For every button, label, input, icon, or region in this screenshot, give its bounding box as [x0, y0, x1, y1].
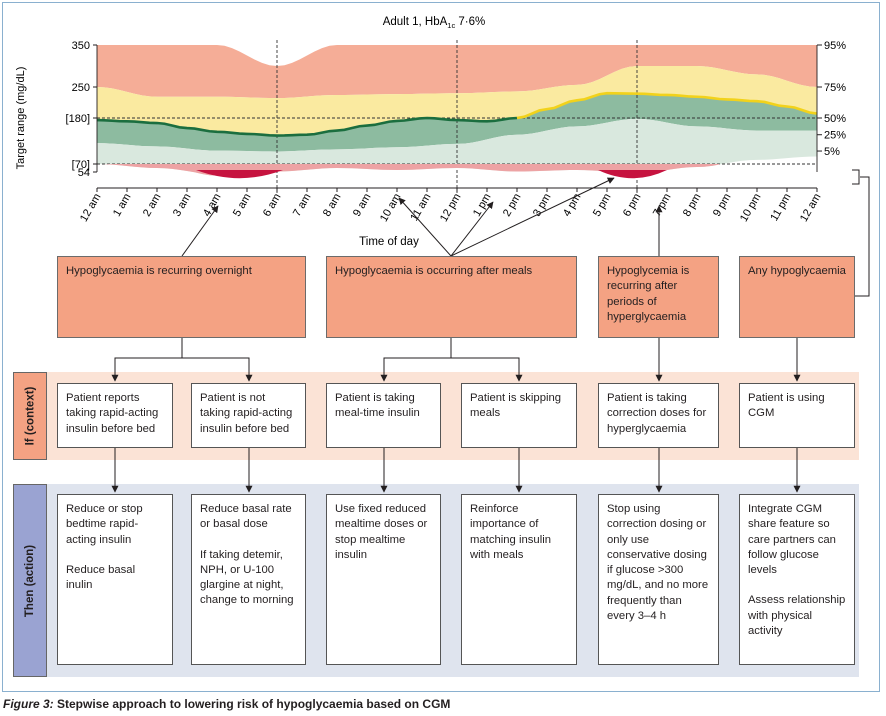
hypo-region: [104, 164, 457, 176]
x-tick-label: 7 am: [291, 192, 314, 219]
x-axis-label: Time of day: [359, 236, 419, 248]
context-side-label: If (context): [13, 372, 47, 460]
y-axis-label: Target range (mg/dL): [15, 67, 27, 170]
arrow-to-context: [111, 338, 183, 382]
y-tick-label: 54: [78, 167, 90, 179]
y-tick-label: 250: [72, 82, 90, 94]
context-box: Patient is not taking rapid-acting insul…: [191, 383, 306, 448]
median-line-in-range: [96, 116, 518, 137]
problem-overnight: Hypoglycaemia is recurring overnight: [57, 256, 306, 338]
x-tick-label: 6 am: [261, 192, 284, 219]
x-tick-label: 1 am: [111, 192, 134, 219]
context-box: Patient is using CGM: [739, 383, 855, 448]
context-box: Patient is skipping meals: [461, 383, 577, 448]
chart-title: Adult 1, HbA1c 7·6%: [383, 16, 486, 30]
x-tick-label: 7 pm: [651, 192, 674, 219]
figure-frame: [2, 2, 880, 692]
action-side-label: Then (action): [13, 484, 47, 677]
x-tick-label: 3 pm: [531, 192, 554, 219]
any-hypo-bracket: [852, 169, 860, 185]
cgm-chart: 350 250 [180] [70]54 95% 75% 50% 25% 5% 12 am 1 am…: [15, 16, 870, 493]
x-tick-label: 2 pm: [501, 192, 524, 219]
x-tick-label: 10 pm: [738, 192, 764, 224]
x-tick-label: 8 pm: [681, 192, 704, 219]
arrow-to-context: [451, 357, 523, 382]
x-tick-label: 6 pm: [621, 192, 644, 219]
hypo-severe: [598, 170, 667, 179]
problem-after-meals: Hypoglycaemia is occurring after meals: [326, 256, 577, 338]
action-box: Stop using correction dosing or only use…: [598, 494, 719, 665]
action-box: Reinforce importance of matching insulin…: [461, 494, 577, 665]
arrow-overnight: [181, 205, 219, 257]
x-tick-label: 12 am: [798, 192, 824, 224]
action-box: Integrate CGM share feature so care part…: [739, 494, 855, 665]
context-box: Patient reports taking rapid-acting insu…: [57, 383, 173, 448]
x-tick-label: 9 am: [351, 192, 374, 219]
percentile-label: 5%: [824, 146, 840, 158]
arrow-to-context: [380, 338, 452, 382]
x-tick-label: 5 pm: [591, 192, 614, 219]
median-line: [96, 91, 818, 137]
figure-caption: Figure 3: Stepwise approach to lowering …: [3, 697, 451, 711]
x-tick-label: 3 am: [171, 192, 194, 219]
x-tick-label: 12 pm: [438, 192, 464, 224]
x-tick-label: 10 am: [378, 192, 404, 224]
x-tick-label: 11 am: [408, 192, 433, 224]
arrow-after-meals: [398, 197, 452, 257]
connector-any: [855, 176, 870, 297]
y-tick-label: [70]: [72, 159, 90, 171]
x-tick-label: 9 pm: [711, 192, 734, 219]
problem-any: Any hypoglycaemia: [739, 256, 855, 338]
action-box: Use fixed reduced mealtime doses or stop…: [326, 494, 441, 665]
x-tick-label: 11 pm: [768, 192, 793, 224]
percentile-label: 25%: [824, 130, 846, 142]
arrow-after-meals: [450, 201, 494, 257]
flow-arrows: [111, 176, 870, 493]
context-box: Patient is taking correction doses for h…: [598, 383, 719, 448]
hypo-region: [457, 164, 720, 174]
x-tick-label: 5 am: [231, 192, 254, 219]
percentile-label: 75%: [824, 82, 846, 94]
arrow-to-context: [182, 357, 253, 382]
y-tick-label: 350: [72, 40, 90, 52]
percentile-label: 95%: [824, 40, 846, 52]
y-tick-label: [180]: [66, 113, 90, 125]
percentile-label: 50%: [824, 113, 846, 125]
action-box: Reduce or stop bedtime rapid-acting insu…: [57, 494, 173, 665]
hypo-severe: [196, 170, 283, 179]
x-tick-label: 2 am: [141, 192, 164, 219]
x-tick-label: 8 am: [321, 192, 344, 219]
median-line-high: [516, 91, 818, 120]
problem-after-hyperglycaemia: Hypoglycemia is recurring after periods …: [598, 256, 719, 338]
x-tick-label: 4 pm: [561, 192, 584, 219]
x-tick-label: 12 am: [78, 192, 104, 224]
action-box: Reduce basal rate or basal dose If taking…: [191, 494, 306, 665]
hypoglycaemia-regions: [104, 164, 720, 179]
arrow-after-meals: [450, 177, 615, 257]
context-box: Patient is taking meal-time insulin: [326, 383, 441, 448]
